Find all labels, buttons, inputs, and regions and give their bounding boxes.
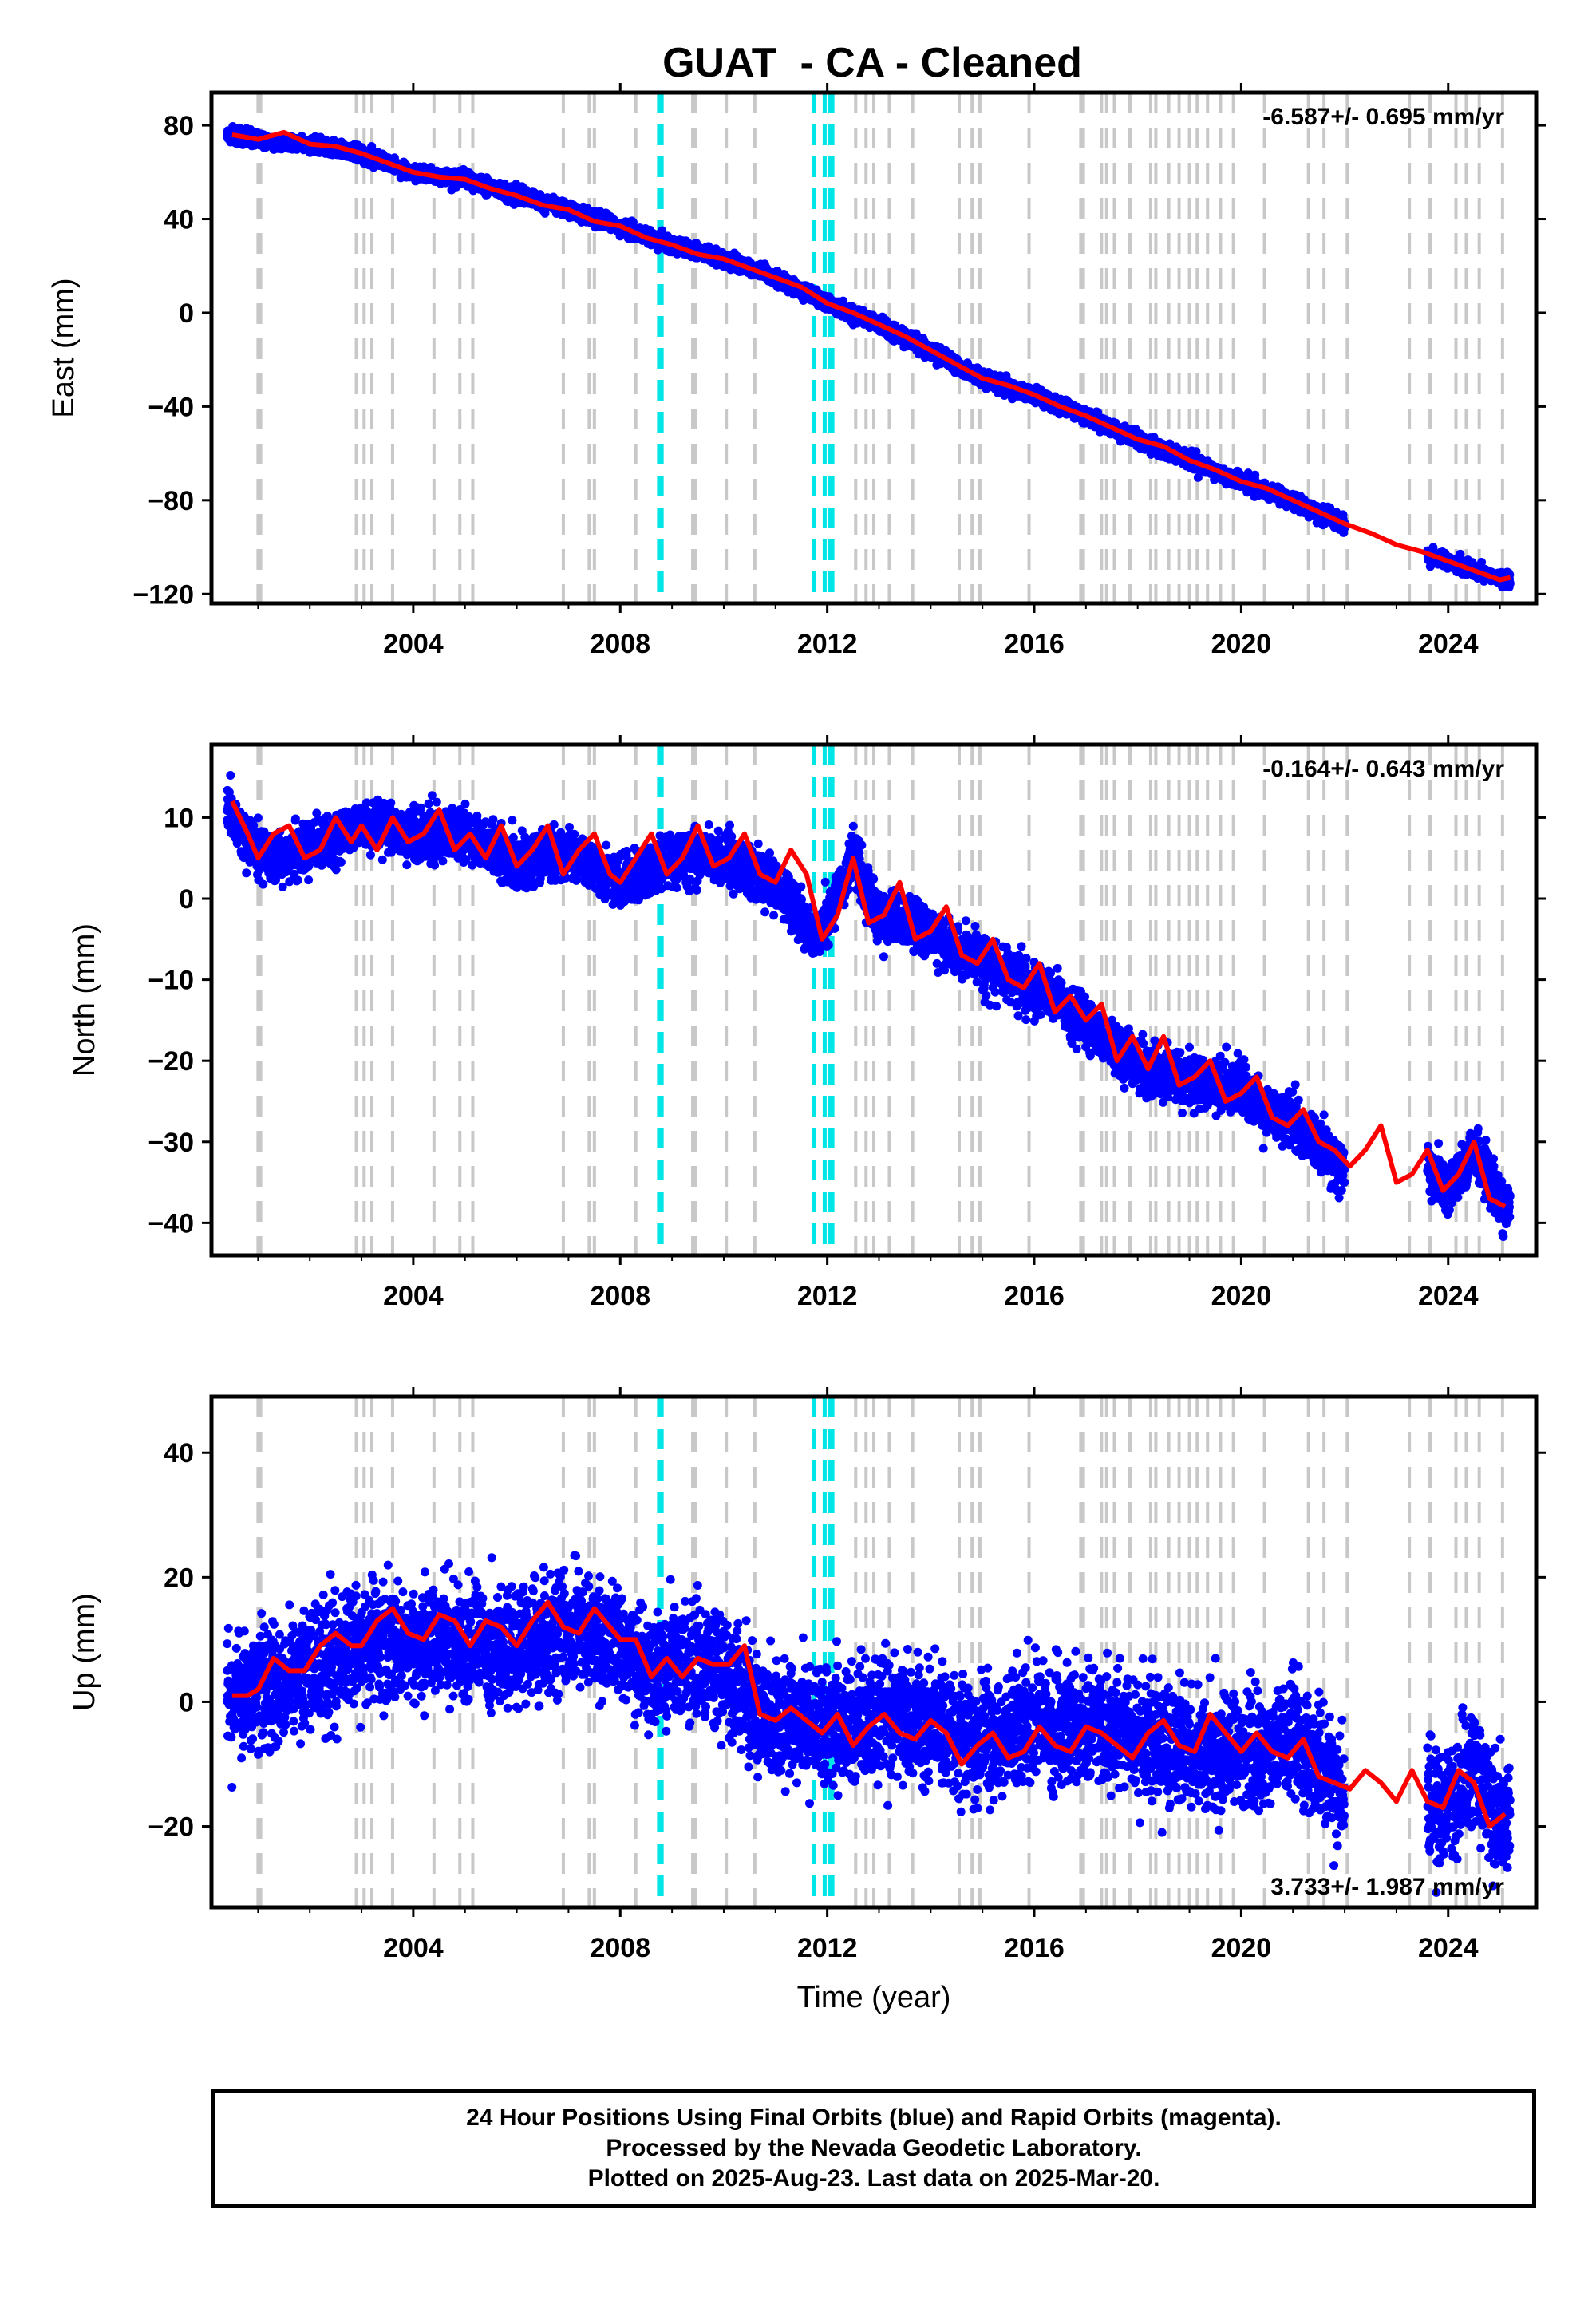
data-point [1250, 470, 1260, 480]
chart-title: GUAT - CA - Cleaned [662, 40, 1082, 86]
panel-east: 2004 2008 2012 2016 2020 202480400−40−80−120E… [47, 83, 1546, 659]
